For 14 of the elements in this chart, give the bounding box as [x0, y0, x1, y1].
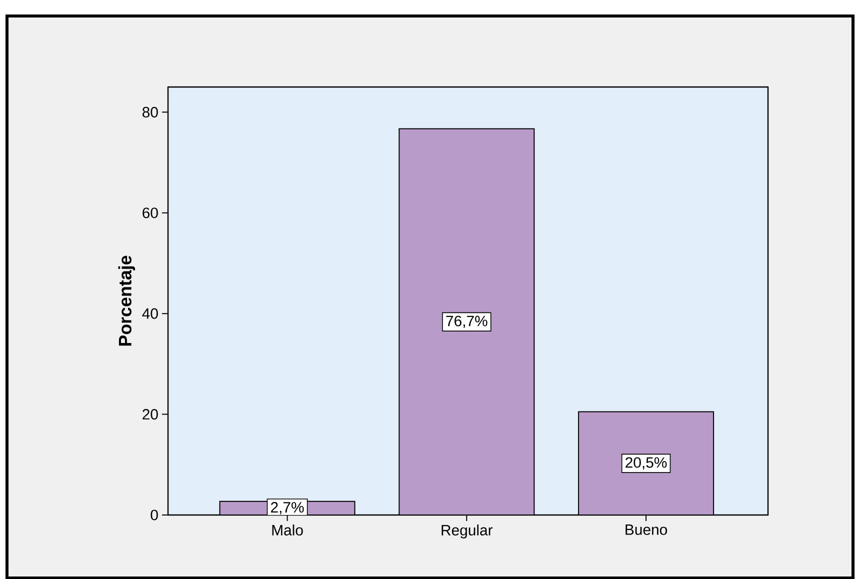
y-tick-label: 0: [150, 509, 158, 520]
y-tick-label: 20: [142, 408, 158, 420]
data-label: 2,7%: [271, 502, 304, 514]
y-tick-label: 60: [142, 207, 158, 218]
bar: [578, 411, 714, 515]
bar: [398, 128, 535, 515]
data-label: 76,7%: [446, 315, 488, 328]
x-tick-label: Bueno: [626, 524, 668, 535]
y-axis-title: Porcentaje: [118, 256, 136, 346]
y-tick-label: 40: [142, 308, 158, 319]
x-tick-label: Malo: [272, 524, 303, 536]
y-tick-label: 80: [142, 106, 158, 118]
x-tick-label: Regular: [442, 524, 493, 538]
data-label: 20,5%: [626, 456, 667, 470]
